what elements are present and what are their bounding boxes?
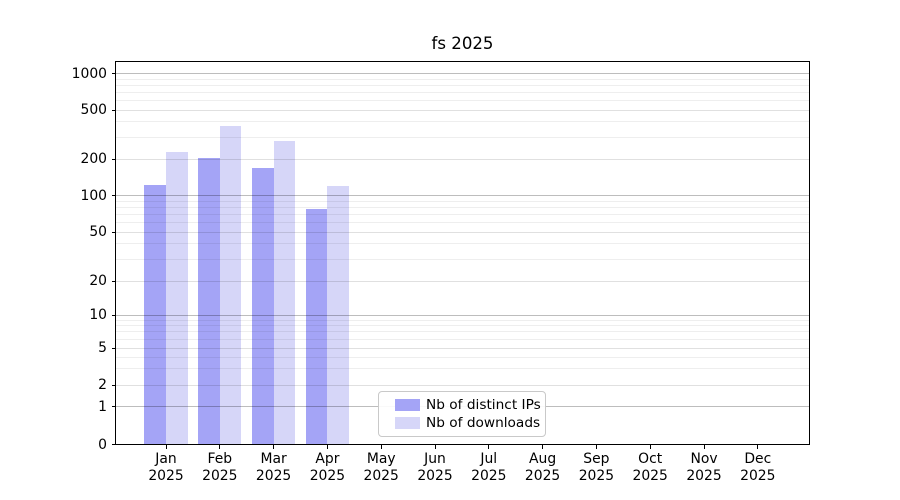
x-tick-jan: [165, 445, 167, 449]
bar-mar-nb-of-downloads: [273, 140, 296, 444]
legend-label-distinct-ips: Nb of distinct IPs: [426, 396, 541, 413]
gridline-y-5: [116, 347, 809, 349]
y-tick-10: [111, 314, 115, 316]
gridline-y-70: [116, 213, 809, 215]
gridline-y-50: [116, 231, 809, 233]
x-tick-nov: [703, 445, 705, 449]
bar-jan-nb-of-distinct-ips: [144, 185, 166, 444]
gridline-y-8: [116, 325, 809, 327]
y-tick-label-5: 5: [98, 340, 107, 356]
x-tick-jul: [488, 445, 490, 449]
gridline-y-1000: [116, 73, 809, 74]
legend-swatch-distinct-ips: [395, 399, 420, 411]
x-tick-aug: [542, 445, 544, 449]
chart-title: fs 2025: [431, 34, 494, 53]
bar-jan-nb-of-downloads: [166, 151, 188, 444]
gridline-y-700: [116, 91, 809, 93]
x-tick-label-aug: Aug 2025: [524, 451, 561, 484]
y-tick-1000: [111, 73, 115, 74]
y-tick-5: [111, 347, 115, 349]
x-tick-label-sep: Sep 2025: [578, 451, 615, 484]
x-tick-label-jun: Jun 2025: [417, 451, 453, 484]
gridline-y-500: [116, 109, 809, 111]
y-tick-50: [111, 231, 115, 233]
y-tick-label-20: 20: [89, 273, 107, 289]
y-tick-label-2: 2: [98, 377, 107, 393]
y-tick-label-0: 0: [98, 436, 107, 453]
y-tick-label-1000: 1000: [71, 65, 107, 82]
y-tick-200: [111, 158, 115, 160]
gridline-y-40: [116, 243, 809, 245]
gridline-y-30: [116, 258, 809, 260]
bar-apr-nb-of-downloads: [327, 186, 350, 444]
x-tick-jun: [434, 445, 436, 449]
y-tick-1: [111, 406, 115, 407]
x-tick-may: [380, 445, 382, 449]
legend-item-downloads: Nb of downloads: [395, 414, 541, 432]
x-tick-label-oct: Oct 2025: [632, 451, 668, 484]
x-tick-label-mar: Mar 2025: [255, 451, 292, 484]
x-tick-label-jan: Jan 2025: [148, 451, 184, 484]
y-tick-label-50: 50: [89, 224, 107, 240]
y-tick-label-1: 1: [98, 398, 107, 415]
bar-apr-nb-of-distinct-ips: [305, 209, 328, 444]
gridline-y-400: [116, 121, 809, 123]
gridline-y-2: [116, 384, 809, 386]
x-tick-label-jul: Jul 2025: [471, 451, 507, 484]
y-tick-label-500: 500: [80, 102, 107, 118]
legend: Nb of distinct IPs Nb of downloads: [378, 391, 546, 437]
x-tick-feb: [219, 445, 221, 449]
gridline-y-80: [116, 206, 809, 208]
gridline-y-200: [116, 158, 809, 160]
bar-feb-nb-of-distinct-ips: [198, 158, 220, 444]
legend-item-distinct-ips: Nb of distinct IPs: [395, 396, 541, 414]
x-tick-label-feb: Feb 2025: [202, 451, 238, 484]
gridline-y-20: [116, 280, 809, 282]
x-tick-label-dec: Dec 2025: [740, 451, 776, 484]
y-tick-label-100: 100: [80, 187, 107, 204]
gridline-y-3: [116, 368, 809, 370]
gridline-y-100: [116, 195, 809, 197]
x-tick-oct: [649, 445, 651, 449]
gridline-y-90: [116, 200, 809, 202]
gridline-y-900: [116, 78, 809, 80]
bar-mar-nb-of-distinct-ips: [251, 167, 274, 444]
gridline-y-800: [116, 84, 809, 86]
y-tick-0: [111, 444, 115, 445]
x-tick-label-nov: Nov 2025: [686, 451, 722, 484]
x-tick-label-may: May 2025: [363, 451, 399, 484]
gridline-y-9: [116, 319, 809, 321]
legend-swatch-downloads: [395, 417, 420, 429]
bar-feb-nb-of-downloads: [219, 125, 242, 444]
gridline-y-7: [116, 331, 809, 333]
y-tick-label-200: 200: [80, 151, 107, 167]
gridline-y-4: [116, 356, 809, 358]
y-tick-2: [111, 384, 115, 386]
x-tick-sep: [595, 445, 597, 449]
x-tick-label-apr: Apr 2025: [309, 451, 346, 484]
legend-label-downloads: Nb of downloads: [426, 414, 541, 431]
gridline-y-6: [116, 338, 809, 340]
x-tick-mar: [273, 445, 275, 449]
gridline-y-60: [116, 221, 809, 223]
y-tick-label-10: 10: [89, 307, 107, 323]
y-tick-20: [111, 280, 115, 282]
gridline-y-10: [116, 314, 809, 316]
y-tick-500: [111, 109, 115, 111]
y-tick-100: [111, 195, 115, 197]
x-tick-apr: [326, 445, 328, 449]
gridline-y-600: [116, 99, 809, 101]
gridline-y-300: [116, 136, 809, 138]
x-tick-dec: [757, 445, 759, 449]
